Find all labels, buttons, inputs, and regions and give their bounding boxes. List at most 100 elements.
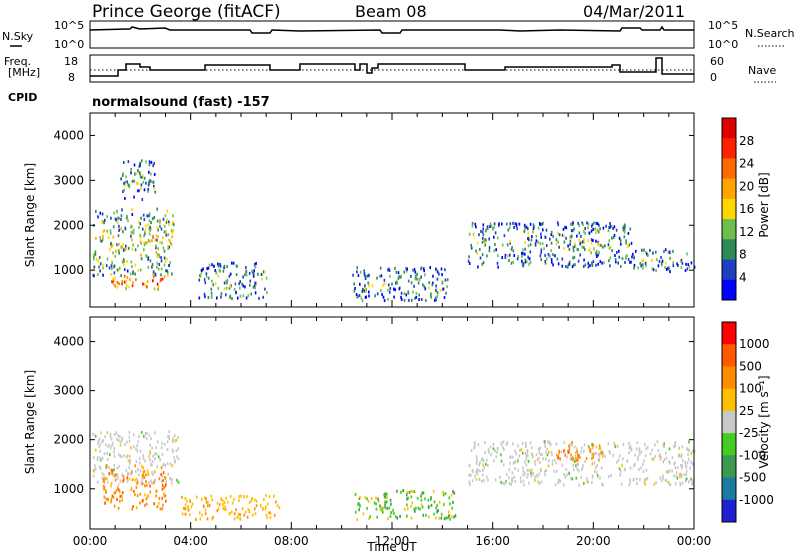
scatter-cell xyxy=(557,456,559,460)
scatter-cell xyxy=(692,479,695,483)
scatter-cell xyxy=(166,448,169,452)
scatter-cell xyxy=(671,456,674,460)
scatter-cell xyxy=(597,253,599,257)
scatter-cell xyxy=(473,441,476,444)
scatter-cell xyxy=(384,504,386,508)
scatter-cell xyxy=(588,445,590,449)
scatter-cell xyxy=(525,444,527,448)
scatter-cell xyxy=(195,518,197,521)
scatter-cell xyxy=(434,298,436,302)
scatter-cell xyxy=(538,481,541,485)
scatter-cell xyxy=(110,498,113,502)
scatter-cell xyxy=(367,281,370,285)
scatter-cell xyxy=(651,267,654,271)
scatter-cell xyxy=(483,466,485,470)
scatter-cell xyxy=(584,227,586,230)
scatter-cell xyxy=(143,434,145,438)
scatter-cell xyxy=(628,441,630,445)
scatter-cell xyxy=(488,237,490,241)
scatter-cell xyxy=(618,467,621,471)
scatter-cell xyxy=(251,269,253,273)
scatter-cell xyxy=(522,479,525,483)
scatter-cell xyxy=(117,234,120,238)
x-tick-label: 16:00 xyxy=(475,534,510,548)
scatter-cell xyxy=(231,501,234,505)
scatter-cell xyxy=(144,232,146,236)
scatter-cell xyxy=(170,229,173,233)
scatter-cell xyxy=(614,257,617,261)
scatter-cell xyxy=(493,459,495,463)
scatter-cell xyxy=(221,499,224,503)
scatter-cell xyxy=(638,449,641,453)
scatter-cell xyxy=(205,272,208,276)
scatter-cell xyxy=(607,229,610,233)
scatter-cell xyxy=(361,299,364,303)
scatter-cell xyxy=(413,507,416,511)
scatter-cell xyxy=(166,218,168,221)
scatter-cell xyxy=(273,494,275,498)
scatter-cell xyxy=(545,450,547,454)
scatter-cell xyxy=(523,223,526,227)
scatter-cell xyxy=(169,239,171,243)
scatter-cell xyxy=(591,475,594,479)
scatter-cell xyxy=(125,287,127,291)
power-ylabel: Slant Range [km] xyxy=(23,163,37,267)
scatter-cell xyxy=(589,448,592,452)
scatter-cell xyxy=(586,480,588,484)
scatter-cell xyxy=(679,472,682,476)
scatter-cell xyxy=(139,240,142,244)
scatter-cell xyxy=(610,224,613,228)
scatter-cell xyxy=(112,282,115,285)
scatter-cell xyxy=(584,232,586,235)
scatter-cell xyxy=(667,480,670,484)
scatter-cell xyxy=(418,277,421,281)
scatter-cell xyxy=(118,464,120,468)
scatter-cell xyxy=(167,233,170,237)
scatter-cell xyxy=(448,510,450,514)
scatter-cell xyxy=(393,295,395,299)
scatter-cell xyxy=(621,257,624,261)
scatter-cell xyxy=(495,455,497,459)
scatter-cell xyxy=(243,495,245,499)
scatter-cell xyxy=(538,472,541,476)
scatter-cell xyxy=(166,257,168,261)
scatter-cell xyxy=(636,477,638,481)
scatter-cell xyxy=(138,189,140,193)
scatter-cell xyxy=(129,472,132,476)
scatter-cell xyxy=(125,247,127,251)
scatter-cell xyxy=(644,454,647,458)
scatter-cell xyxy=(428,515,430,519)
scatter-cell xyxy=(352,273,354,277)
scatter-cell xyxy=(403,292,406,296)
colorbar-tick-label: 25 xyxy=(739,404,754,418)
scatter-cell xyxy=(643,248,645,252)
scatter-cell xyxy=(644,443,646,446)
scatter-cell xyxy=(511,455,514,459)
colorbar-segment xyxy=(722,158,736,180)
scatter-cell xyxy=(152,275,155,279)
scatter-cell xyxy=(581,446,583,450)
scatter-cell xyxy=(524,260,527,264)
scatter-cell xyxy=(255,499,258,503)
scatter-cell xyxy=(126,214,128,218)
scatter-cell xyxy=(364,276,367,280)
scatter-cell xyxy=(685,262,687,266)
scatter-cell xyxy=(223,281,226,285)
scatter-cell xyxy=(572,457,574,461)
scatter-cell xyxy=(118,216,121,220)
scatter-cell xyxy=(360,296,363,300)
scatter-cell xyxy=(576,467,579,471)
scatter-cell xyxy=(625,255,627,259)
scatter-cell xyxy=(407,291,410,295)
scatter-cell xyxy=(98,256,101,259)
scatter-cell xyxy=(416,272,418,276)
scatter-cell xyxy=(264,287,266,291)
scatter-cell xyxy=(493,222,496,226)
scatter-cell xyxy=(101,476,104,480)
scatter-cell xyxy=(408,490,411,494)
scatter-cell xyxy=(95,210,97,213)
scatter-cell xyxy=(566,265,569,269)
scatter-cell xyxy=(525,454,528,458)
scatter-cell xyxy=(207,296,210,299)
scatter-cell xyxy=(254,281,256,285)
